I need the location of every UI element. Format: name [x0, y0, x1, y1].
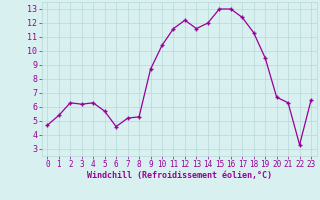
- X-axis label: Windchill (Refroidissement éolien,°C): Windchill (Refroidissement éolien,°C): [87, 171, 272, 180]
